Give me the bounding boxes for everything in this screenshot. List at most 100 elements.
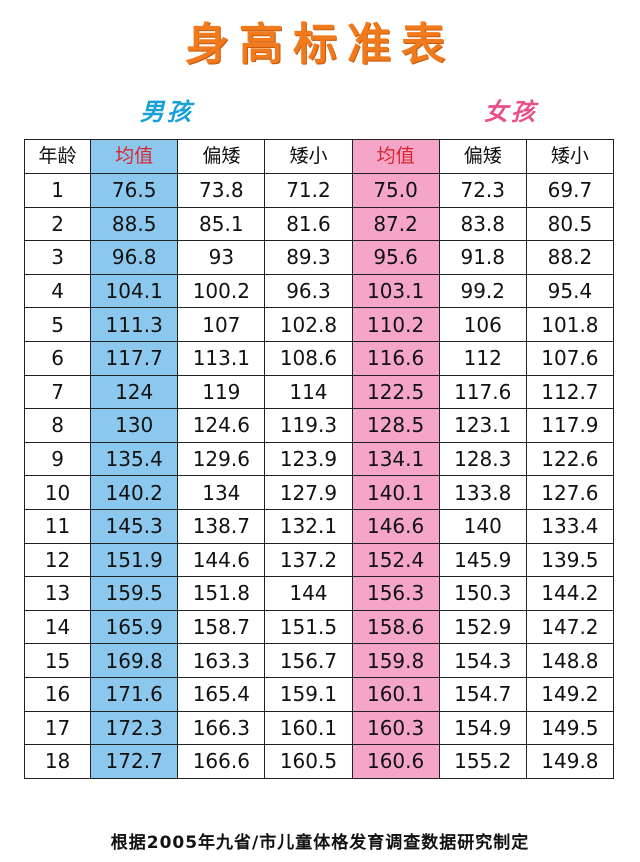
cell-boys-very-short: 132.1 [264, 508, 353, 544]
table-row: 16 171.6 165.4 159.1 160.1 154.7 149.2 [23, 676, 615, 712]
table-row: 5 111.3 107 102.8 110.2 106 101.8 [23, 307, 615, 342]
cell-girls-average: 159.8 [351, 643, 440, 678]
cell-boys-average: 88.5 [90, 206, 179, 242]
cell-girls-very-short: 144.2 [525, 576, 615, 611]
cell-girls-very-short: 127.6 [525, 475, 615, 510]
cell-boys-average: 171.6 [90, 676, 179, 712]
cell-girls-short: 145.9 [438, 542, 527, 578]
cell-girls-short: 83.8 [438, 206, 527, 242]
cell-girls-very-short: 101.8 [525, 307, 615, 342]
cell-girls-short: 91.8 [438, 240, 527, 275]
cell-girls-short: 155.2 [438, 744, 527, 779]
cell-girls-average: 140.1 [351, 475, 440, 510]
cell-boys-short: 107 [177, 307, 266, 342]
cell-girls-short: 140 [438, 508, 527, 544]
cell-boys-very-short: 159.1 [264, 676, 353, 712]
cell-age: 1 [23, 173, 92, 208]
cell-boys-short: 158.7 [177, 609, 266, 645]
cell-boys-average: 159.5 [90, 576, 179, 611]
cell-boys-average: 111.3 [90, 307, 179, 342]
cell-boys-average: 130 [90, 408, 179, 443]
table-row: 12 151.9 144.6 137.2 152.4 145.9 139.5 [23, 542, 615, 578]
table-row: 9 135.4 129.6 123.9 134.1 128.3 122.6 [23, 441, 615, 477]
cell-girls-average: 128.5 [351, 408, 440, 443]
table-row: 1 76.5 73.8 71.2 75.0 72.3 69.7 [23, 173, 615, 208]
cell-boys-short: 163.3 [177, 643, 266, 678]
cell-boys-average: 76.5 [90, 173, 179, 208]
header-boys-very-short: 矮小 [264, 139, 353, 174]
cell-girls-very-short: 148.8 [525, 643, 615, 678]
cell-boys-very-short: 144 [264, 576, 353, 611]
cell-girls-average: 87.2 [351, 206, 440, 242]
cell-boys-short: 166.6 [177, 744, 266, 779]
table-row: 15 169.8 163.3 156.7 159.8 154.3 148.8 [23, 643, 615, 678]
cell-boys-very-short: 137.2 [264, 542, 353, 578]
table-row: 7 124 119 114 122.5 117.6 112.7 [23, 374, 615, 410]
cell-girls-average: 156.3 [351, 576, 440, 611]
cell-girls-very-short: 95.4 [525, 273, 615, 309]
cell-girls-average: 160.3 [351, 710, 440, 746]
cell-boys-short: 113.1 [177, 340, 266, 376]
cell-age: 15 [23, 643, 92, 678]
cell-boys-very-short: 71.2 [264, 173, 353, 208]
cell-boys-average: 165.9 [90, 609, 179, 645]
cell-girls-average: 160.1 [351, 676, 440, 712]
cell-age: 8 [23, 408, 92, 443]
cell-girls-very-short: 112.7 [525, 374, 615, 410]
cell-boys-very-short: 89.3 [264, 240, 353, 275]
header-girls-average: 均值 [351, 139, 440, 174]
cell-girls-short: 112 [438, 340, 527, 376]
cell-age: 16 [23, 676, 92, 712]
cell-boys-very-short: 160.1 [264, 710, 353, 746]
header-age: 年龄 [23, 139, 92, 174]
cell-age: 10 [23, 475, 92, 510]
cell-girls-short: 154.9 [438, 710, 527, 746]
cell-boys-short: 73.8 [177, 173, 266, 208]
cell-girls-average: 110.2 [351, 307, 440, 342]
cell-boys-short: 85.1 [177, 206, 266, 242]
cell-age: 2 [23, 206, 92, 242]
cell-girls-average: 103.1 [351, 273, 440, 309]
boys-label: 男孩 [140, 98, 194, 126]
cell-boys-very-short: 127.9 [264, 475, 353, 510]
cell-age: 12 [23, 542, 92, 578]
table-row: 10 140.2 134 127.9 140.1 133.8 127.6 [23, 475, 615, 510]
cell-boys-short: 144.6 [177, 542, 266, 578]
cell-girls-very-short: 149.2 [525, 676, 615, 712]
table-row: 3 96.8 93 89.3 95.6 91.8 88.2 [23, 240, 615, 275]
cell-age: 3 [23, 240, 92, 275]
cell-girls-average: 158.6 [351, 609, 440, 645]
cell-girls-short: 152.9 [438, 609, 527, 645]
cell-boys-short: 100.2 [177, 273, 266, 309]
cell-boys-very-short: 119.3 [264, 408, 353, 443]
cell-girls-very-short: 133.4 [525, 508, 615, 544]
cell-boys-average: 172.3 [90, 710, 179, 746]
cell-boys-very-short: 123.9 [264, 441, 353, 477]
cell-age: 11 [23, 508, 92, 544]
table-row: 2 88.5 85.1 81.6 87.2 83.8 80.5 [23, 206, 615, 242]
cell-boys-very-short: 102.8 [264, 307, 353, 342]
cell-age: 13 [23, 576, 92, 611]
cell-girls-average: 152.4 [351, 542, 440, 578]
cell-age: 4 [23, 273, 92, 309]
header-girls-very-short: 矮小 [525, 139, 615, 174]
table-row: 14 165.9 158.7 151.5 158.6 152.9 147.2 [23, 609, 615, 645]
cell-girls-average: 160.6 [351, 744, 440, 779]
girls-label: 女孩 [484, 98, 538, 126]
cell-age: 6 [23, 340, 92, 376]
cell-girls-short: 99.2 [438, 273, 527, 309]
cell-age: 9 [23, 441, 92, 477]
source-note: 根据2005年九省/市儿童体格发育调查数据研究制定 [110, 833, 530, 853]
cell-age: 7 [23, 374, 92, 410]
cell-boys-average: 172.7 [90, 744, 179, 779]
cell-boys-average: 140.2 [90, 475, 179, 510]
cell-girls-average: 75.0 [351, 173, 440, 208]
cell-boys-very-short: 156.7 [264, 643, 353, 678]
cell-boys-average: 104.1 [90, 273, 179, 309]
cell-girls-very-short: 69.7 [525, 173, 615, 208]
table-row: 8 130 124.6 119.3 128.5 123.1 117.9 [23, 408, 615, 443]
cell-girls-average: 146.6 [351, 508, 440, 544]
cell-boys-average: 124 [90, 374, 179, 410]
cell-boys-short: 129.6 [177, 441, 266, 477]
cell-girls-short: 123.1 [438, 408, 527, 443]
